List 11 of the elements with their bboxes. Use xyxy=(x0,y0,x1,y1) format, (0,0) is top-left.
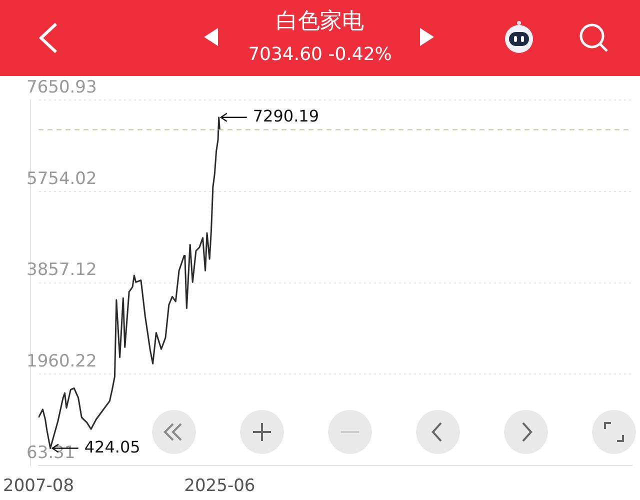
y-tick-label: 3857.12 xyxy=(26,260,97,280)
y-tick-label: 63.31 xyxy=(26,443,76,464)
y-tick-label: 1960.22 xyxy=(26,352,97,372)
chart-title: 白色家电 xyxy=(275,8,365,36)
x-tick-label: 2007-08 xyxy=(3,476,74,496)
annotation: 424.05 xyxy=(84,437,140,456)
x-tick-label: 2025-06 xyxy=(184,476,256,496)
y-tick-label: 5754.02 xyxy=(26,168,97,189)
annotation: 7290.19 xyxy=(252,106,320,126)
chart-subtitle: 7034.60 -0.42% xyxy=(247,44,393,66)
y-tick-label: 7650.93 xyxy=(26,77,97,98)
